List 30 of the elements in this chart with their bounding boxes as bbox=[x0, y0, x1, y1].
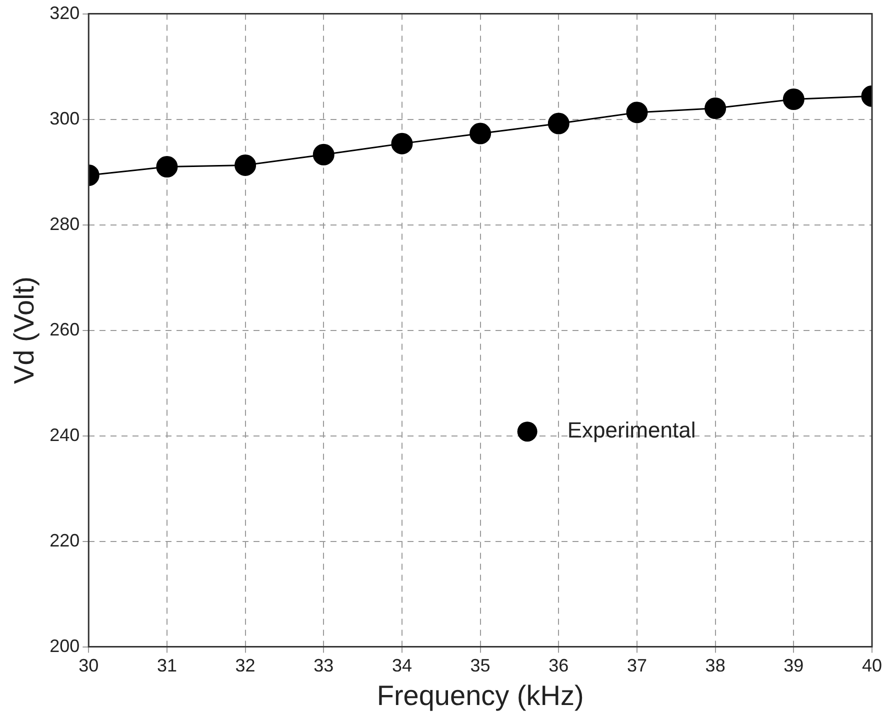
point bbox=[782, 88, 804, 110]
x-tick-label: 35 bbox=[470, 656, 490, 676]
y-tick-label: 200 bbox=[50, 636, 80, 656]
x-tick-label: 37 bbox=[626, 656, 648, 676]
legend-label: Experimental bbox=[567, 418, 696, 443]
y-tick-label: 220 bbox=[50, 530, 80, 550]
x-tick-label: 38 bbox=[705, 656, 726, 676]
y-tick-label: 240 bbox=[50, 424, 80, 445]
point bbox=[312, 144, 334, 166]
y-axis-title: Vd (Volt) bbox=[8, 276, 40, 384]
x-axis-title: Frequency (kHz) bbox=[376, 680, 584, 711]
point bbox=[234, 154, 256, 176]
y-tick-label: 320 bbox=[50, 2, 80, 23]
x-tick-label: 33 bbox=[314, 656, 334, 676]
x-tick-label: 36 bbox=[548, 656, 569, 676]
y-tick-label: 280 bbox=[50, 214, 80, 234]
point bbox=[156, 156, 178, 178]
point bbox=[704, 97, 726, 119]
point bbox=[548, 112, 570, 134]
x-tick-label: 39 bbox=[784, 656, 804, 676]
x-tick-label: 31 bbox=[156, 656, 177, 676]
x-tick-label: 34 bbox=[392, 656, 412, 676]
x-tick-label: 30 bbox=[78, 656, 99, 676]
x-tick-label: 32 bbox=[235, 656, 256, 676]
point bbox=[391, 132, 413, 154]
y-tick-label: 300 bbox=[50, 108, 80, 128]
x-tick-label: 40 bbox=[862, 656, 882, 676]
point bbox=[470, 122, 492, 144]
y-tick-label: 260 bbox=[50, 319, 80, 340]
point bbox=[626, 102, 648, 124]
